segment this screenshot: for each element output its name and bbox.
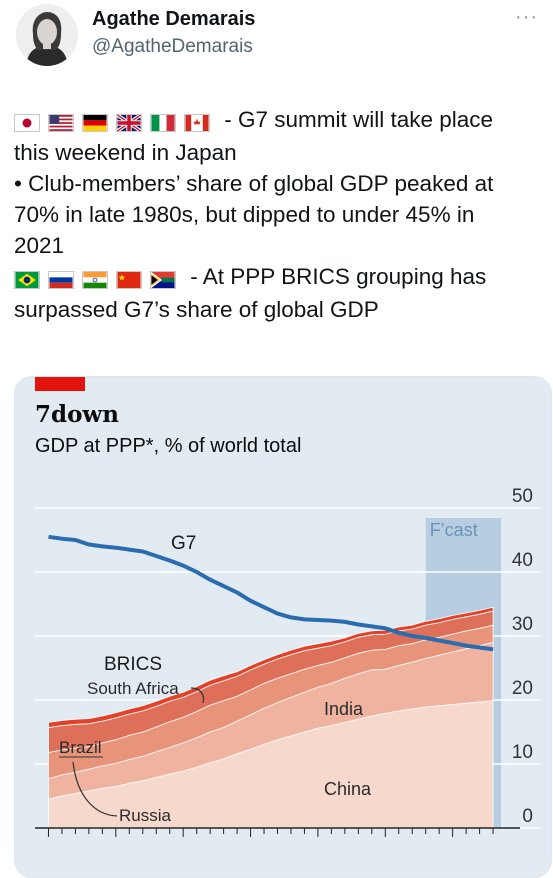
y-tick-label: 40: [512, 550, 533, 571]
tweet-line-6: - At PPP BRICS grouping has: [14, 261, 544, 294]
y-tick-label: 0: [522, 806, 533, 827]
economist-red-tag: [35, 377, 85, 391]
india-flag-icon: [82, 271, 108, 290]
brics-label: BRICS: [104, 654, 162, 675]
area-south-africa: [48, 606, 494, 728]
japan-flag-icon: [14, 114, 40, 133]
more-options-icon[interactable]: ···: [515, 6, 538, 28]
y-tick-label: 30: [512, 614, 533, 635]
tweet-text: - G7 summit will take place this weekend…: [14, 104, 544, 325]
chart-subtitle: GDP at PPP*, % of world total: [35, 435, 302, 457]
tweet-line-3: • Club-members’ share of global GDP peak…: [14, 171, 494, 196]
russia-leader-line: [72, 761, 118, 817]
tweet-line-2: this weekend in Japan: [14, 140, 237, 165]
italy-flag-icon: [150, 114, 176, 133]
brics-flags: [14, 263, 184, 294]
brazil-flag-icon: [14, 271, 40, 290]
india-label: India: [324, 699, 364, 719]
gdp-share-chart: 0 10 20 30 40 50 F’cast G7 BRICS South Africa Indi…: [35, 486, 540, 837]
south-africa-leader-line: [190, 687, 205, 704]
tweet-line-7: surpassed G7’s share of global GDP: [14, 297, 379, 322]
south-africa-label: South Africa: [87, 679, 179, 698]
y-tick-label: 10: [512, 742, 533, 763]
south-africa-flag-icon: [150, 271, 176, 290]
forecast-label: F’cast: [430, 520, 478, 540]
avatar[interactable]: [16, 4, 78, 66]
canada-flag-icon: [184, 114, 210, 133]
brazil-label: Brazil: [59, 738, 102, 757]
germany-flag-icon: [82, 114, 108, 133]
y-tick-label: 20: [512, 678, 533, 699]
avatar-photo: [16, 4, 78, 66]
tweet-line-1: - G7 summit will take place: [14, 104, 544, 137]
y-tick-label: 50: [512, 486, 533, 507]
tweet-header: Agathe Demarais @AgatheDemarais ···: [0, 0, 553, 80]
russia-flag-icon: [48, 271, 74, 290]
china-flag-icon: [116, 271, 142, 290]
author-display-name[interactable]: Agathe Demarais: [92, 8, 256, 30]
g7-flags: [14, 106, 218, 137]
g7-line: [48, 534, 494, 652]
russia-label: Russia: [119, 806, 172, 825]
chart-card[interactable]: 7down GDP at PPP*, % of world total 0 10 2…: [14, 376, 552, 878]
uk-flag-icon: [116, 114, 142, 133]
author-handle[interactable]: @AgatheDemarais: [92, 36, 253, 57]
usa-flag-icon: [48, 114, 74, 133]
g7-label: G7: [171, 533, 196, 554]
tweet-line-4: 70% in late 1980s, but dipped to under 4…: [14, 202, 475, 227]
chart-title: 7down: [35, 401, 119, 428]
china-label: China: [324, 779, 372, 799]
tweet-line-5: 2021: [14, 233, 65, 258]
